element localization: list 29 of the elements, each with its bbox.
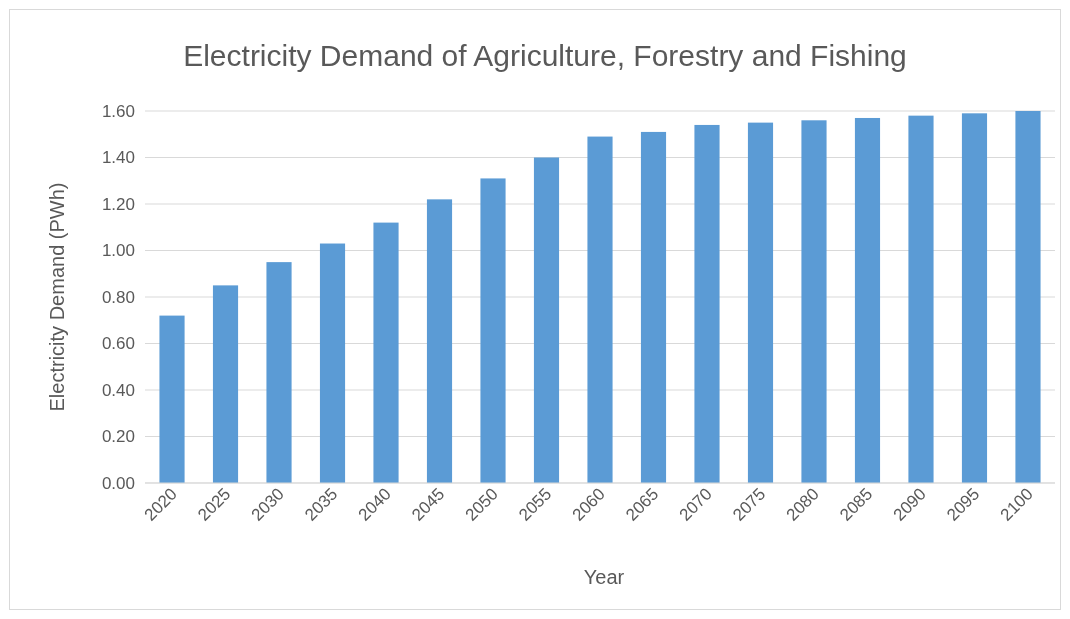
bar <box>426 199 453 483</box>
bar <box>319 243 346 483</box>
bar <box>854 117 881 483</box>
y-tick-label: 0.80 <box>101 287 135 307</box>
y-axis-title: Electricity Demand (PWh) <box>46 182 68 412</box>
bar <box>747 122 774 483</box>
bar <box>212 285 239 483</box>
y-tick-label: 0.60 <box>101 334 135 354</box>
y-tick-label: 1.00 <box>101 241 135 261</box>
bar <box>266 262 292 483</box>
y-tick-label: 0.20 <box>101 427 135 447</box>
bar <box>587 136 613 483</box>
bar <box>640 131 667 483</box>
bar <box>373 222 399 483</box>
x-axis-title: Year <box>583 566 625 588</box>
bar <box>159 315 185 483</box>
y-tick-label: 0.00 <box>101 473 135 493</box>
bar <box>1015 111 1041 483</box>
bar <box>908 115 934 483</box>
bar <box>801 120 827 483</box>
y-tick-label: 1.60 <box>101 101 135 121</box>
y-tick-label: 1.40 <box>101 148 135 168</box>
chart-title: Electricity Demand of Agriculture, Forestry and Fishing <box>183 39 907 72</box>
bar <box>694 124 720 483</box>
bar <box>480 178 506 483</box>
bar <box>961 113 988 483</box>
y-tick-label: 0.40 <box>101 380 135 400</box>
bar <box>533 157 560 483</box>
y-tick-label: 1.20 <box>101 194 135 214</box>
